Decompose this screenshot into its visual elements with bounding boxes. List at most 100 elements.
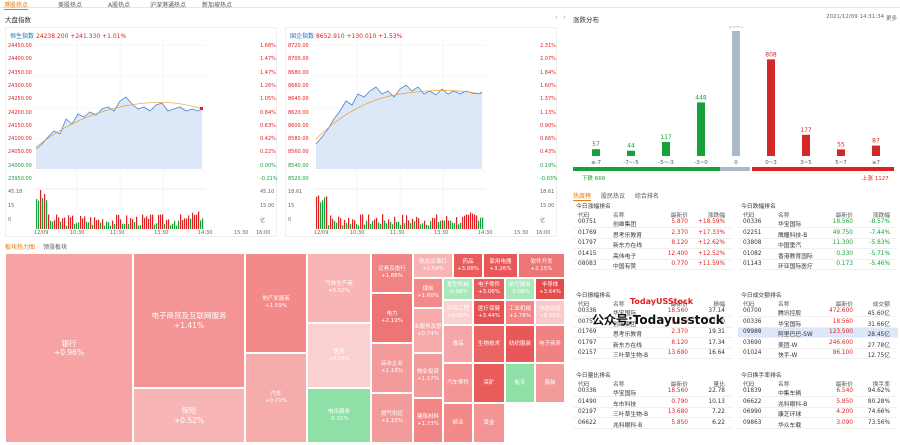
vol-label-right: 亿 [540,218,546,224]
table-cell: 6.540 [836,388,853,394]
table-row[interactable]: 01490 车市科技 0.790 10.13 [573,398,733,408]
table-title: 今日换手率排名 [741,373,782,379]
treemap-cell[interactable]: 软件开发 +2.15% [518,253,565,278]
table-row[interactable]: 08083 中国有赞 0.770 +11.59% [573,260,733,270]
time-label: 16:00 [256,230,271,236]
treemap-cell[interactable]: 采矿 [473,363,505,403]
tab-hot-rank[interactable]: 热度榜 [573,193,592,201]
table-row[interactable]: 06622 兆科眼科-B 5.850 6.22 [573,419,733,429]
treemap-cell[interactable]: 电讯服务 -0.31% [307,388,371,443]
volume-bar [404,223,406,229]
table-row[interactable]: 00336 华宝国际 18.560 31.66亿 [738,318,898,328]
treemap-cell[interactable]: 电信设备 +0.15% [535,300,565,325]
dist-more-link[interactable]: 更多 [886,16,898,22]
treemap-cell[interactable]: 重型机械 -0.08% [443,278,473,300]
treemap-cell[interactable]: 半导体 +3.64% [535,278,565,300]
table-row[interactable]: 00336 华宝国际 18.560 -8.57% [738,218,898,228]
sector-name: 黄金 [483,419,495,426]
treemap-cell[interactable]: 物业投资 +1.17% [413,353,443,398]
table-row[interactable]: 03690 美团-W 246.600 27.78亿 [738,339,898,349]
table-row[interactable]: 00336 华宝国际 18.560 37.14 [573,307,733,317]
table-row[interactable]: 09988 阿里巴巴-SW 123.500 28.45亿 [738,328,898,338]
treemap-cell[interactable]: 家用电器 +3.26% [483,253,518,278]
table-row[interactable]: 06990 康芝环球 4.200 74.66% [738,408,898,418]
chevron-right-icon[interactable]: › [563,13,566,21]
y-label-right: 0.42% [260,136,276,143]
y-label-right: 1.13% [540,109,556,116]
y-label-right: 0.22% [260,149,276,156]
table-row[interactable]: 01769 思考乐教育 2.370 +17.33% [573,229,733,239]
treemap-cell[interactable]: 航天 [505,363,535,403]
treemap-cell[interactable]: 气体生产商 +0.52% [307,253,371,323]
table-row[interactable]: 06622 兆科眼科-B 5.850 80.28% [738,398,898,408]
treemap-cell[interactable]: 建筑材料 +1.73% [413,398,443,443]
tab-composite[interactable]: 综合排名 [634,193,659,200]
sector-pct: -0.08% [448,289,468,295]
treemap-cell[interactable]: 银行 +0.96% [5,253,133,443]
tab-heatmap[interactable]: 板块热力图 [5,244,36,251]
table-cell: 74.66% [867,409,890,415]
treemap-cell[interactable]: 汽车 +0.71% [245,353,307,443]
treemap-cell[interactable]: 纺织服装 [505,325,535,363]
table-row[interactable]: 02251 鹰瞳科技-B 49.750 -7.44% [738,229,898,239]
table-row[interactable]: 01797 新东方在线 8.120 +12.62% [573,239,733,249]
table-row[interactable]: 01082 香港教育国际 0.330 -5.71% [738,250,898,260]
table-row[interactable]: 02157 三叶草生物-B 13.680 16.64 [573,349,733,359]
table-cell: 思考乐教育 [613,232,642,239]
table-row[interactable]: 01797 新东方在线 8.120 17.34 [573,339,733,349]
table-row[interactable]: 03808 中国重汽 11.300 -5.83% [738,239,898,249]
tab-discussion[interactable]: 股民热议 [600,193,625,200]
treemap-cell[interactable]: 航运及港口 +0.54% [413,253,453,278]
table-row[interactable]: 01143 环亚国际医疗 0.173 -5.46% [738,260,898,270]
treemap-cell[interactable]: 食品 [443,325,473,363]
tab-sg[interactable]: 新加坡热点 [202,2,233,9]
treemap-cell[interactable]: 物业服务及管理+0.74% [413,308,443,353]
table-row[interactable]: 00336 华宝国际 18.560 22.78 [573,387,733,397]
sector-name: 航运及港口 [419,258,447,265]
table-row[interactable]: 09863 华众车载 3.090 73.56% [738,419,898,429]
table-row[interactable]: 00700 腾讯控股 472.600 45.60亿 [738,307,898,317]
table-row[interactable]: 02197 三叶草生物-B 13.680 7.22 [573,408,733,418]
treemap-cell[interactable]: 电子商贸及互联网服务 +1.41% [133,253,245,388]
table-row[interactable]: 01769 思考乐教育 2.370 19.31 [573,328,733,338]
treemap-cell[interactable]: 电力 +2.19% [371,293,413,343]
treemap-cell[interactable]: 保险 +0.52% [133,388,245,443]
column-header: 最新价 [835,213,853,219]
treemap-cell[interactable]: 医药 +0.06% [307,323,371,388]
chevron-left-icon[interactable]: ‹ [555,13,558,21]
treemap-cell[interactable]: 工业机械 +1.78% [505,300,535,325]
column-header: 代码 [743,302,755,308]
treemap-cell[interactable]: 黄金 [473,403,505,443]
treemap-cell[interactable]: 汽车零件 [443,363,473,403]
table-cell: 03690 [743,339,762,346]
treemap-cell[interactable]: 地产发展商 +1.59% [245,253,307,353]
table-cell: 03808 [743,240,762,246]
tab-hk[interactable]: 港股热点 [4,2,29,10]
treemap-cell[interactable]: 证券及投行 +1.86% [371,253,413,293]
treemap-cell[interactable]: 航空服务 -0.08% [505,278,535,300]
tab-us[interactable]: 美股热点 [58,2,83,9]
treemap-cell[interactable]: 医疗保健 +3.44% [473,300,505,325]
table-row[interactable]: 01839 中集车辆 6.540 94.62% [738,387,898,397]
table-cell: 27.78亿 [867,342,890,349]
tab-leading-sectors[interactable]: 领涨板块 [42,244,67,251]
table-row[interactable]: 00751 创维集团 5.870 +18.59% [573,218,733,228]
treemap-cell[interactable]: 电子商务 [535,325,565,363]
treemap-cell[interactable]: 药品 +3.08% [453,253,483,278]
table-cell: 兆科眼科-B [613,422,643,429]
treemap-cell[interactable]: 综合企业 +1.19% [371,343,413,393]
treemap-cell[interactable]: 环保工程 +0.00% [443,300,473,325]
treemap-cell[interactable]: 电子零件 +3.06% [473,278,505,300]
sector-name: 汽车零件 [446,379,469,386]
treemap-cell[interactable]: 燃气供应 +1.15% [371,393,413,443]
treemap-cell[interactable]: 煤炭 +1.60% [413,278,443,308]
tab-connect[interactable]: 沪深港通热点 [150,2,187,9]
treemap-cell[interactable]: 生物技术 [473,325,505,363]
treemap-cell[interactable]: 服装 [535,363,565,403]
table-cell: 11.300 [832,240,853,246]
tab-a[interactable]: A股热点 [108,2,131,9]
table-row[interactable]: 01415 高伟电子 12.400 +12.52% [573,250,733,260]
treemap-cell[interactable]: 纸业 [443,403,473,443]
table-row[interactable]: 00751 创维集团 5.870 32.90 [573,318,733,328]
table-row[interactable]: 01024 快手-W 86.100 12.75亿 [738,349,898,359]
